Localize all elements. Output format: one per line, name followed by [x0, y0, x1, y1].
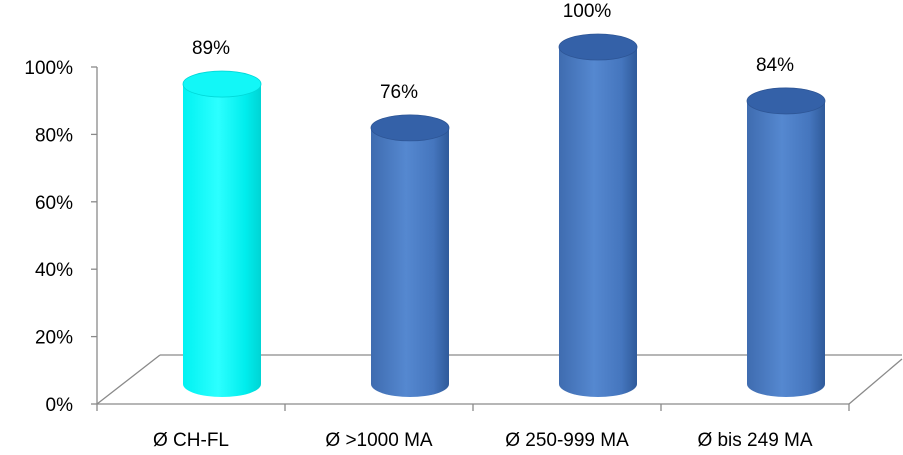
y-tick-label: 0%	[46, 395, 74, 416]
bar	[183, 71, 261, 397]
x-tick-label: Ø >1000 MA	[325, 430, 433, 451]
data-labels: 89% 76% 100% 84%	[192, 1, 794, 103]
bar-body	[183, 84, 261, 397]
data-label: 76%	[380, 82, 418, 103]
floor-left-edge	[97, 355, 160, 404]
bar	[559, 34, 637, 397]
y-ticks: 0% 20% 40% 60% 80% 100%	[24, 58, 97, 416]
x-tick-label: Ø bis 249 MA	[697, 430, 812, 451]
data-label: 100%	[563, 1, 612, 22]
x-tick-label: Ø CH-FL	[153, 430, 229, 451]
y-tick-label: 20%	[35, 328, 73, 349]
y-tick-label: 40%	[35, 260, 73, 281]
bar-top	[183, 71, 261, 97]
bar	[747, 88, 825, 397]
bar-top	[747, 88, 825, 114]
bar-top	[371, 115, 449, 141]
bars	[183, 34, 825, 397]
floor-right-edge	[849, 359, 902, 404]
data-label: 84%	[756, 55, 794, 76]
x-tick-label: Ø 250-999 MA	[505, 430, 629, 451]
bar-body	[559, 47, 637, 397]
x-ticks: Ø CH-FL Ø >1000 MA Ø 250-999 MA Ø bis 249 M…	[97, 404, 849, 451]
bar-body	[747, 101, 825, 397]
y-tick-label: 100%	[24, 58, 73, 79]
y-tick-label: 80%	[35, 125, 73, 146]
bar	[371, 115, 449, 397]
bar-body	[371, 128, 449, 397]
bar-top	[559, 34, 637, 60]
y-tick-label: 60%	[35, 193, 73, 214]
data-label: 89%	[192, 38, 230, 59]
